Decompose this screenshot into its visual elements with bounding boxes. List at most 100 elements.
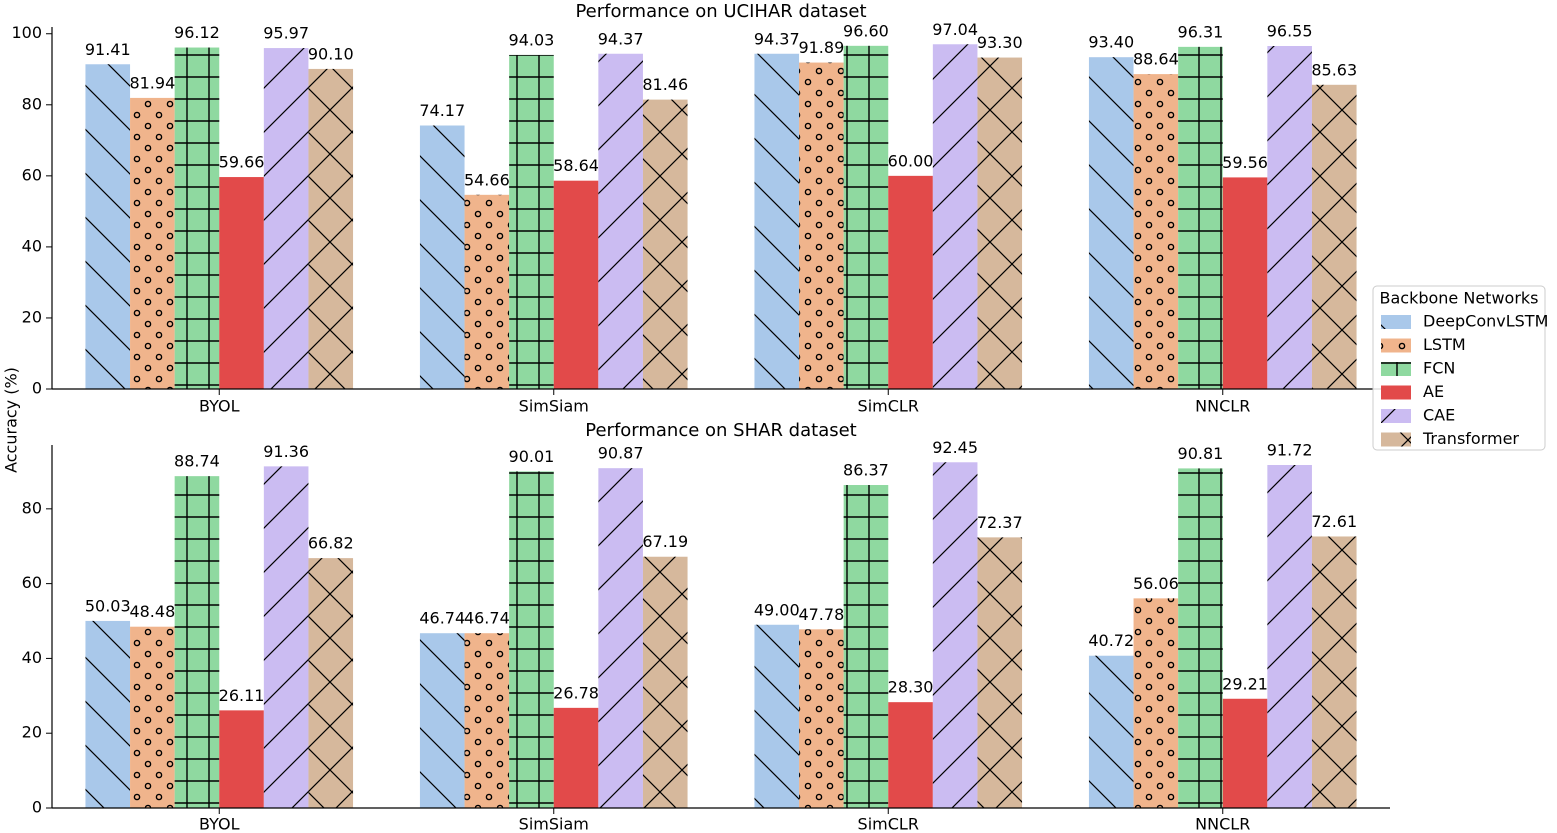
bar-hatch — [263, 48, 309, 389]
value-label: 93.30 — [977, 33, 1023, 52]
x-tick-label: BYOL — [199, 815, 240, 833]
bar-hatch — [1311, 84, 1357, 389]
bar — [219, 710, 264, 808]
bar-hatch — [1267, 465, 1312, 808]
bar-hatch — [977, 537, 1023, 808]
bar — [888, 175, 933, 389]
bar-hatch — [843, 485, 889, 808]
value-label: 97.04 — [932, 20, 978, 39]
legend-label: AE — [1423, 382, 1444, 401]
bar-hatch — [843, 45, 889, 390]
y-tick-label: 100 — [11, 23, 42, 42]
bar-hatch — [799, 62, 844, 390]
legend-title: Backbone Networks — [1380, 289, 1539, 308]
value-label: 40.72 — [1088, 631, 1134, 650]
bar-hatch — [598, 53, 643, 390]
bar-hatch — [977, 57, 1023, 390]
bar-hatch — [130, 97, 175, 389]
chart-title: Performance on SHAR dataset — [585, 420, 857, 441]
bar-hatch — [130, 626, 175, 808]
value-label: 96.55 — [1267, 22, 1313, 41]
bar-hatch — [642, 556, 688, 808]
bar-hatch — [1133, 598, 1179, 808]
legend-box — [1372, 285, 1546, 451]
value-label: 93.40 — [1088, 33, 1134, 52]
bar — [219, 177, 264, 389]
bar-hatch — [1178, 468, 1223, 808]
bar-hatch — [509, 54, 554, 390]
value-label: 85.63 — [1311, 60, 1357, 79]
bar-hatch — [174, 476, 220, 808]
legend-label: LSTM — [1423, 335, 1466, 354]
value-label: 81.94 — [129, 73, 175, 92]
value-label: 66.82 — [308, 534, 354, 553]
value-label: 88.74 — [174, 452, 220, 471]
legend-label: CAE — [1423, 406, 1455, 425]
value-label: 72.61 — [1311, 512, 1357, 531]
value-label: 94.37 — [754, 29, 800, 48]
bar-hatch — [1178, 46, 1223, 389]
value-label: 88.64 — [1133, 50, 1179, 69]
bar-hatch — [308, 558, 354, 808]
value-label: 91.89 — [798, 38, 844, 57]
value-label: 26.78 — [553, 683, 599, 702]
value-label: 91.72 — [1267, 441, 1313, 460]
x-tick-label: SimSiam — [519, 815, 589, 833]
value-label: 95.97 — [263, 24, 309, 43]
legend-swatch-hatch — [1381, 338, 1411, 353]
bar-hatch — [263, 466, 309, 808]
legend-label: DeepConvLSTM — [1423, 312, 1548, 331]
bar-hatch — [464, 633, 510, 808]
value-label: 81.46 — [642, 75, 688, 94]
bar-hatch — [598, 468, 643, 808]
y-tick-label: 60 — [22, 573, 42, 592]
bar-hatch — [419, 125, 465, 389]
legend-swatch-hatch — [1381, 409, 1411, 423]
bar-hatch — [1311, 536, 1357, 808]
value-label: 49.00 — [754, 600, 800, 619]
bar-hatch — [932, 44, 978, 389]
y-tick-label: 0 — [32, 798, 42, 817]
value-label: 59.66 — [219, 153, 265, 172]
bar-hatch — [642, 99, 688, 389]
y-tick-label: 80 — [22, 94, 42, 113]
value-label: 48.48 — [129, 602, 175, 621]
bar — [1222, 698, 1268, 808]
value-label: 28.30 — [888, 678, 934, 697]
value-label: 91.41 — [85, 40, 131, 59]
y-tick-label: 20 — [22, 723, 42, 742]
bar-hatch — [419, 633, 465, 808]
y-tick-label: 60 — [22, 165, 42, 184]
value-label: 59.56 — [1222, 153, 1268, 172]
value-label: 90.81 — [1178, 444, 1224, 463]
bar-hatch — [799, 629, 844, 808]
bar-hatch — [174, 47, 220, 390]
legend-label: Transformer — [1422, 429, 1519, 448]
bar-hatch — [464, 194, 510, 389]
y-axis-label: Accuracy (%) — [2, 367, 21, 473]
legend-swatch-hatch — [1381, 362, 1411, 376]
legend-swatch-hatch — [1381, 432, 1411, 447]
value-label: 74.17 — [419, 101, 465, 120]
value-label: 86.37 — [843, 461, 889, 480]
legend-swatch-hatch — [1381, 315, 1411, 329]
value-label: 92.45 — [932, 438, 978, 457]
legend-label: FCN — [1423, 359, 1455, 378]
value-label: 91.36 — [263, 442, 309, 461]
y-tick-label: 40 — [22, 648, 42, 667]
value-label: 67.19 — [642, 532, 688, 551]
value-label: 94.03 — [509, 30, 555, 49]
bar-hatch — [1088, 57, 1134, 390]
bar-hatch — [308, 68, 354, 389]
legend-swatch — [1381, 385, 1411, 400]
value-label: 46.74 — [464, 609, 510, 628]
bar-hatch — [754, 53, 800, 390]
bar — [553, 180, 599, 389]
x-tick-label: NNCLR — [1195, 397, 1250, 416]
y-tick-label: 20 — [22, 307, 42, 326]
value-label: 96.60 — [843, 21, 889, 40]
bar — [1222, 177, 1268, 389]
value-label: 54.66 — [464, 170, 510, 189]
bar-hatch — [1133, 74, 1179, 389]
x-tick-label: SimSiam — [519, 397, 589, 416]
